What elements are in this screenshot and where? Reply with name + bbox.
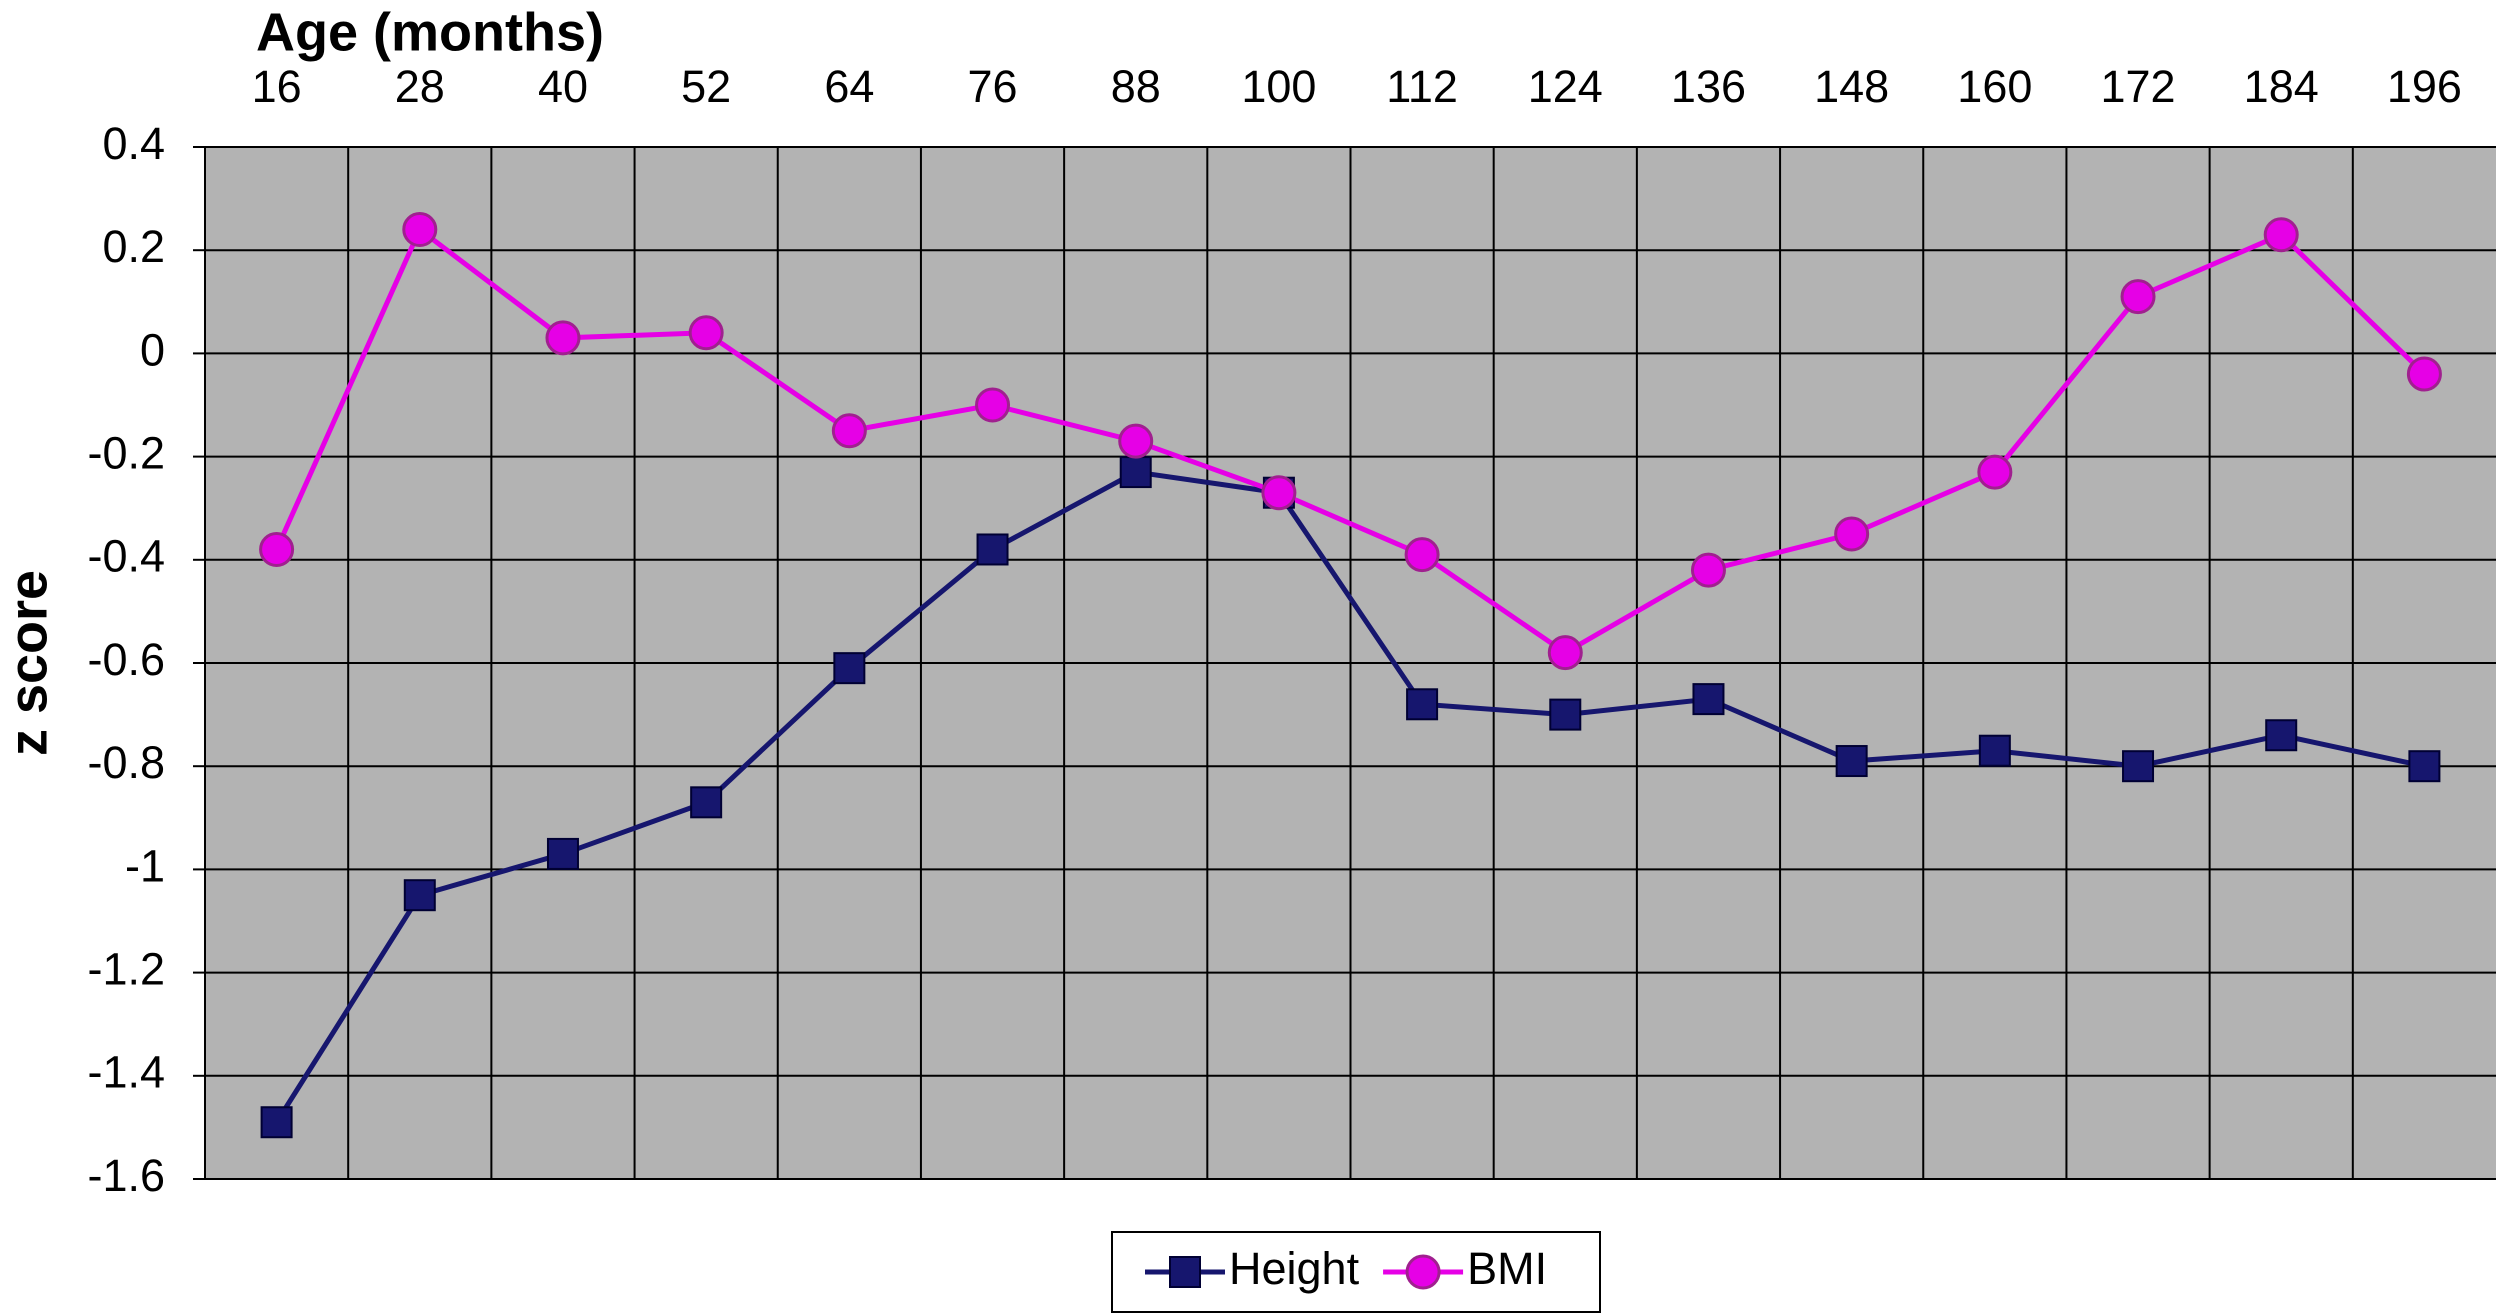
x-tick-label: 28 <box>395 61 445 112</box>
data-point <box>2408 750 2441 783</box>
data-point <box>2120 279 2156 315</box>
data-point <box>260 1106 293 1139</box>
data-point <box>2406 356 2442 392</box>
x-tick-label: 184 <box>2244 61 2319 112</box>
y-tick-label: -0.8 <box>87 737 165 788</box>
legend-label: Height <box>1229 1243 1360 1294</box>
y-tick-label: -1.6 <box>87 1150 165 1201</box>
legend-marker <box>1405 1254 1441 1290</box>
data-point <box>1977 454 2013 490</box>
data-point <box>1547 635 1583 671</box>
x-tick-label: 100 <box>1241 61 1316 112</box>
x-tick-label: 148 <box>1814 61 1889 112</box>
data-point <box>545 320 581 356</box>
y-tick-label: -1.4 <box>87 1047 165 1098</box>
data-point <box>833 652 866 685</box>
y-tick-label: 0.2 <box>102 221 165 272</box>
data-point <box>1406 688 1439 721</box>
y-tick-label: 0 <box>140 324 165 375</box>
x-tick-label: 88 <box>1111 61 1161 112</box>
data-point <box>1261 475 1297 511</box>
x-tick-label: 64 <box>824 61 874 112</box>
x-tick-label: 172 <box>2100 61 2175 112</box>
x-tick-label: 124 <box>1528 61 1603 112</box>
data-point <box>1549 698 1582 731</box>
data-point <box>546 837 579 870</box>
data-point <box>1404 537 1440 573</box>
y-tick-label: -0.2 <box>87 427 165 478</box>
data-point <box>2122 750 2155 783</box>
y-tick-label: -0.4 <box>87 531 165 582</box>
legend-label: BMI <box>1467 1243 1547 1294</box>
y-tick-label: 0.4 <box>102 118 165 169</box>
y-tick-label: -1.2 <box>87 943 165 994</box>
data-point <box>1690 552 1726 588</box>
x-tick-label: 112 <box>1386 61 1458 112</box>
legend-marker <box>1169 1256 1201 1288</box>
x-tick-label: 52 <box>681 61 731 112</box>
data-point <box>831 413 867 449</box>
x-tick-label: 196 <box>2387 61 2462 112</box>
data-point <box>1978 734 2011 767</box>
x-tick-label: 40 <box>538 61 588 112</box>
data-point <box>1692 683 1725 716</box>
x-tick-label: 16 <box>252 61 302 112</box>
data-point <box>1835 745 1868 778</box>
data-point <box>2263 217 2299 253</box>
data-point <box>1118 423 1154 459</box>
series-line <box>274 225 2427 656</box>
data-point <box>976 533 1009 566</box>
y-axis-title: z score <box>0 570 58 756</box>
data-point <box>1834 516 1870 552</box>
series-line <box>274 469 2425 1124</box>
data-point <box>402 212 438 248</box>
y-tick-label: -0.6 <box>87 634 165 685</box>
x-tick-label: 160 <box>1957 61 2032 112</box>
y-tick-label: -1 <box>125 840 165 891</box>
data-point <box>1119 456 1152 489</box>
data-point <box>690 786 723 819</box>
data-point <box>403 879 436 912</box>
x-axis-title: Age (months) <box>256 2 604 62</box>
data-point <box>259 531 295 567</box>
x-tick-label: 136 <box>1671 61 1746 112</box>
data-point <box>2265 719 2298 752</box>
x-tick-label: 76 <box>968 61 1018 112</box>
data-point <box>975 387 1011 423</box>
data-point <box>688 315 724 351</box>
